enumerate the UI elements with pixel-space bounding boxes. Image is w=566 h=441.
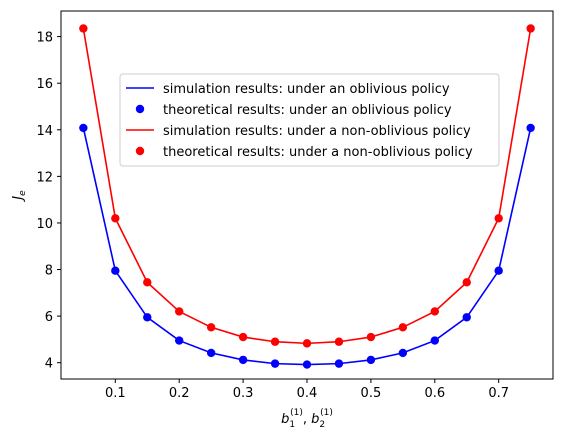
- x-tick-label: 0.1: [105, 386, 126, 401]
- y-label-main: J: [11, 196, 26, 203]
- x-label-main: b: [281, 412, 289, 427]
- y-tick-label: 10: [36, 217, 53, 232]
- y-tick-label: 6: [45, 310, 53, 325]
- data-point: [270, 337, 280, 346]
- data-point: [302, 360, 312, 369]
- data-point: [206, 323, 216, 332]
- data-point: [526, 24, 535, 33]
- data-point: [302, 339, 312, 348]
- legend-item: theoretical results: under a non-oblivio…: [135, 145, 473, 160]
- y-tick-label: 12: [36, 170, 53, 185]
- data-point: [494, 266, 503, 275]
- data-point: [494, 214, 503, 223]
- y-axis-ticks: 4 6 8 10 12 14 16 18: [36, 31, 61, 372]
- data-point: [175, 307, 184, 316]
- x-label-sub1: 1: [289, 420, 295, 430]
- y-label-sub: e: [18, 190, 28, 196]
- data-point: [111, 266, 120, 275]
- legend-marker-swatch: [135, 104, 145, 114]
- data-point: [398, 348, 408, 358]
- data-point: [270, 359, 280, 368]
- data-point: [143, 313, 152, 322]
- legend-label: simulation results: under a non-obliviou…: [163, 124, 471, 139]
- data-point: [238, 355, 248, 365]
- data-point: [430, 307, 439, 316]
- data-point: [79, 123, 88, 133]
- data-point: [206, 348, 216, 358]
- x-tick-label: 0.6: [424, 386, 445, 401]
- data-point: [366, 332, 376, 342]
- x-label-sup1: (1): [290, 408, 303, 418]
- data-point: [366, 355, 376, 365]
- legend-marker-swatch: [135, 146, 145, 156]
- data-point: [334, 337, 344, 346]
- x-label-sup2: (1): [320, 408, 333, 418]
- data-point: [111, 214, 120, 223]
- x-tick-label: 0.7: [488, 386, 509, 401]
- legend-box: [119, 73, 500, 167]
- x-tick-label: 0.3: [233, 386, 254, 401]
- series-layer: [79, 24, 535, 369]
- y-tick-label: 4: [45, 357, 53, 372]
- y-tick-label: 8: [45, 264, 53, 279]
- x-label-main-2: b: [311, 412, 319, 427]
- legend-label: theoretical results: under a non-oblivio…: [163, 145, 473, 160]
- x-axis-label: b1(1), b2(1): [281, 408, 333, 430]
- legend-item: simulation results: under a non-obliviou…: [126, 124, 471, 139]
- data-point: [143, 278, 152, 287]
- data-point: [175, 336, 184, 345]
- legend-label: simulation results: under an oblivious p…: [163, 82, 450, 97]
- data-point: [398, 323, 408, 332]
- data-point: [462, 313, 471, 322]
- data-point: [462, 278, 471, 287]
- legend-item: theoretical results: under an oblivious …: [135, 103, 452, 118]
- data-point: [238, 332, 248, 342]
- y-tick-label: 14: [36, 124, 53, 139]
- x-tick-label: 0.2: [169, 386, 190, 401]
- data-point: [430, 336, 439, 345]
- y-axis-label: Je: [11, 190, 28, 203]
- legend: simulation results: under an oblivious p…: [119, 73, 500, 167]
- x-tick-label: 0.5: [361, 386, 382, 401]
- data-point: [526, 123, 535, 133]
- y-tick-label: 16: [36, 77, 53, 92]
- x-label-sep: ,: [303, 412, 311, 427]
- legend-label: theoretical results: under an oblivious …: [163, 103, 452, 118]
- x-label-sub2: 2: [319, 420, 325, 430]
- series-3: [79, 24, 535, 348]
- data-point: [334, 359, 344, 368]
- data-point: [79, 24, 88, 33]
- series-1: [79, 123, 535, 369]
- legend-item: simulation results: under an oblivious p…: [126, 82, 450, 97]
- y-tick-label: 18: [36, 31, 53, 46]
- x-tick-label: 0.4: [297, 386, 318, 401]
- x-axis-ticks: 0.1 0.2 0.3 0.4 0.5 0.6 0.7: [105, 379, 509, 401]
